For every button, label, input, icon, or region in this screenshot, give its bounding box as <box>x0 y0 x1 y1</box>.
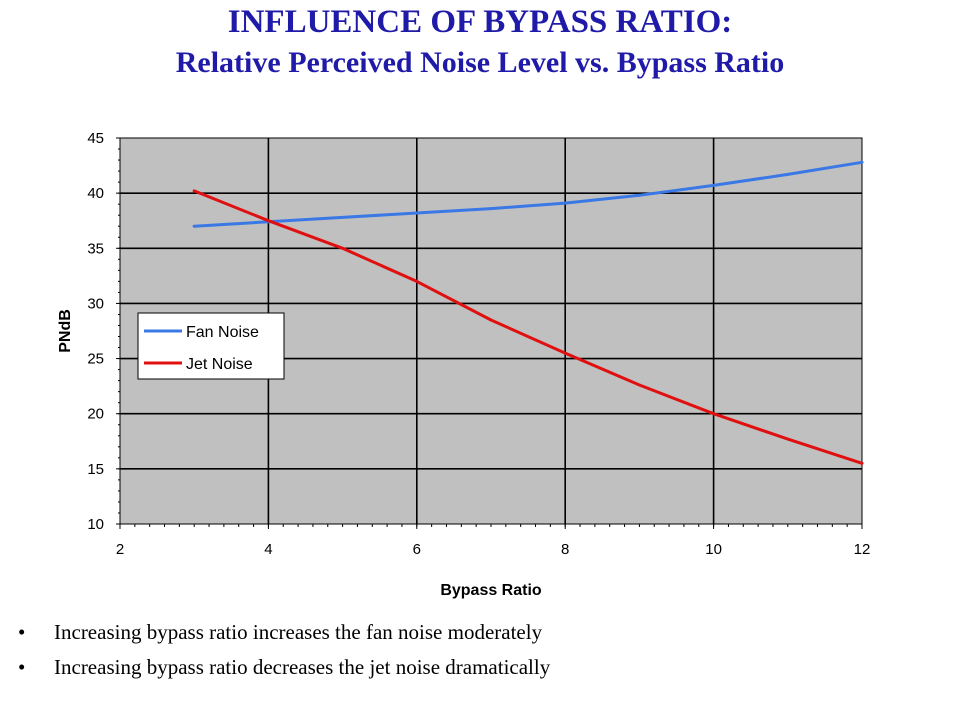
data-point-jet-noise <box>489 318 493 322</box>
bullet-item: • Increasing bypass ratio increases the … <box>18 620 938 644</box>
data-point-fan-noise <box>341 216 344 219</box>
legend-box <box>137 312 285 380</box>
data-point-jet-noise <box>786 437 790 441</box>
x-tick-label: 2 <box>116 541 124 558</box>
y-tick-label: 35 <box>87 240 104 257</box>
y-tick-label: 40 <box>87 185 104 202</box>
bullet-text: Increasing bypass ratio increases the fa… <box>54 620 543 644</box>
data-point-fan-noise <box>860 160 864 164</box>
data-point-jet-noise <box>638 383 641 387</box>
x-tick-label: 6 <box>413 541 421 558</box>
data-point-fan-noise <box>192 224 196 228</box>
x-tick-labels: 2 4 6 8 10 12 <box>116 541 871 558</box>
legend-label-fan-noise: Fan Noise <box>186 324 259 341</box>
series-line-fan-noise <box>192 160 864 228</box>
bullet-item: • Increasing bypass ratio decreases the … <box>18 655 938 679</box>
data-point-fan-noise <box>563 201 567 205</box>
data-point-fan-noise <box>415 211 419 215</box>
bullet-list: • Increasing bypass ratio increases the … <box>18 620 938 690</box>
x-tick-label: 8 <box>561 541 569 558</box>
data-point-jet-noise <box>341 246 344 250</box>
x-tick-label: 4 <box>264 541 272 558</box>
data-point-jet-noise <box>563 351 567 355</box>
x-axis-title: Bypass Ratio <box>440 582 542 599</box>
legend-label-jet-noise: Jet Noise <box>186 356 253 373</box>
bullet-glyph: • <box>18 655 26 679</box>
series-lines <box>192 160 864 465</box>
y-tick-label: 20 <box>87 406 104 423</box>
y-tick-label: 45 <box>87 130 104 147</box>
y-tick-label: 15 <box>87 461 104 478</box>
data-point-fan-noise <box>712 184 715 187</box>
bullet-glyph: • <box>18 620 26 644</box>
series-line-jet-noise <box>192 189 864 465</box>
title-line-1: INFLUENCE OF BYPASS RATIO: <box>227 4 733 40</box>
x-tick-label: 12 <box>854 541 871 558</box>
data-point-jet-noise <box>860 461 864 465</box>
data-point-fan-noise <box>786 172 790 176</box>
data-point-jet-noise <box>415 279 419 283</box>
legend: Fan Noise Jet Noise <box>137 312 285 380</box>
axis-ticks <box>116 137 863 529</box>
y-tick-labels: 10 15 20 25 30 35 40 45 <box>87 130 104 533</box>
data-point-fan-noise <box>489 207 493 210</box>
y-tick-label: 30 <box>87 295 104 312</box>
y-tick-label: 10 <box>87 516 104 533</box>
data-point-fan-noise <box>638 193 641 197</box>
x-tick-label: 10 <box>705 541 722 558</box>
data-point-jet-noise <box>267 219 270 223</box>
title-line-2: Relative Perceived Noise Level vs. Bypas… <box>175 46 785 79</box>
y-axis-title: PNdB <box>57 309 74 353</box>
data-point-jet-noise <box>192 189 196 193</box>
pndb-vs-bypass-ratio-chart: 10 15 20 25 30 35 40 45 2 4 6 8 10 12 Bypass Ratio P… <box>57 130 871 599</box>
bullet-text: Increasing bypass ratio decreases the je… <box>54 655 551 679</box>
data-point-jet-noise <box>712 412 715 416</box>
y-tick-label: 25 <box>87 351 104 368</box>
